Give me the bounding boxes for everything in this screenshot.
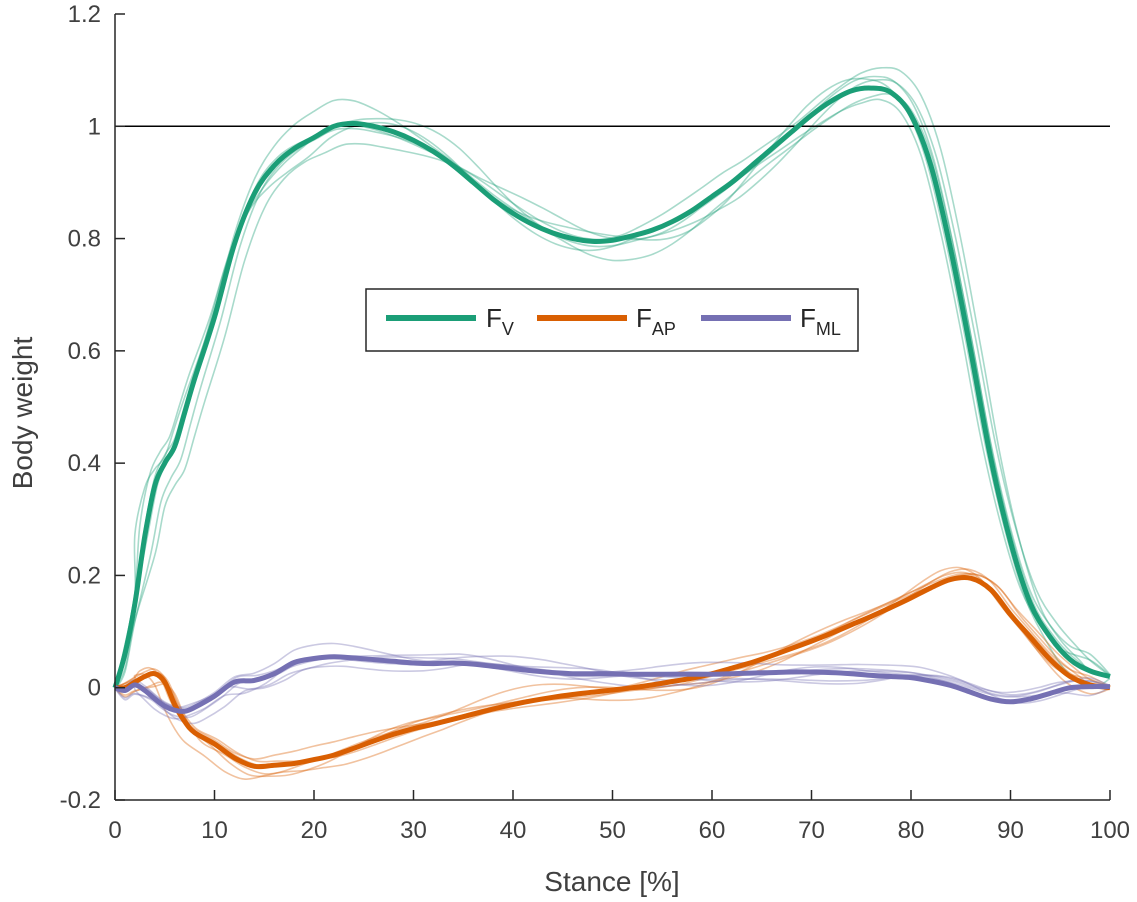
y-tick-label: 0.4 [68, 450, 101, 477]
y-tick-label: -0.2 [60, 787, 101, 814]
legend-label-fml: FML [800, 303, 841, 339]
legend-label-fv: FV [486, 303, 514, 339]
mean-curves [112, 85, 1111, 770]
trial-curve-f-v-5 [114, 98, 1111, 687]
trial-curve-f-ml-5 [114, 655, 1111, 720]
trial-curve-f-ap-5 [114, 566, 1111, 781]
y-tick-label: 0.8 [68, 226, 101, 253]
legend-label-fv-sub: V [502, 319, 514, 339]
legend-label-fml-main: F [800, 303, 816, 333]
mean-curve-f-ml [114, 654, 1111, 714]
axes: 0 10 20 30 40 50 60 70 80 90 100 -0.2 0 0.2 0.4 0.6 0.8 1… [60, 1, 1130, 844]
x-tick-label: 30 [400, 817, 427, 844]
y-tick-label: 1.2 [68, 1, 101, 28]
trial-curve-f-v-6 [114, 75, 1111, 688]
legend-label-fml-sub: ML [816, 319, 841, 339]
mean-curve-f-v [112, 85, 1111, 689]
y-tick-label: 0 [88, 675, 101, 702]
x-tick-label: 40 [500, 817, 527, 844]
trial-curve-f-ml-1 [114, 642, 1111, 709]
legend: FV FAP FML [365, 288, 859, 352]
x-tick-label: 90 [997, 817, 1024, 844]
legend-label-fap-main: F [636, 303, 652, 333]
trial-curve-f-ap-2 [114, 573, 1111, 767]
x-tick-label: 20 [301, 817, 328, 844]
trial-curve-f-ap-1 [114, 568, 1111, 760]
trial-curve-f-v-2 [114, 78, 1111, 690]
mean-curve-f-ap [114, 574, 1111, 770]
y-tick-label: 0.2 [68, 562, 101, 589]
trial-curve-f-v-3 [114, 77, 1111, 690]
y-axis-title: Body weight [7, 337, 38, 490]
x-tick-label: 60 [699, 817, 726, 844]
legend-label-fv-main: F [486, 303, 502, 333]
trial-curve-f-v-1 [114, 92, 1111, 688]
trial-curve-f-ap-3 [114, 571, 1111, 778]
y-tick-label: 0.6 [68, 338, 101, 365]
x-tick-label: 70 [798, 817, 825, 844]
x-tick-label: 10 [201, 817, 228, 844]
x-tick-label: 80 [898, 817, 925, 844]
x-tick-label: 100 [1090, 817, 1130, 844]
y-tick-label: 1 [88, 113, 101, 140]
legend-label-fap-sub: AP [652, 319, 676, 339]
trial-curve-f-ml-2 [114, 653, 1111, 719]
x-axis-title: Stance [%] [544, 866, 679, 897]
x-tick-label: 50 [599, 817, 626, 844]
x-tick-label: 0 [108, 817, 121, 844]
legend-label-fap: FAP [636, 303, 676, 339]
